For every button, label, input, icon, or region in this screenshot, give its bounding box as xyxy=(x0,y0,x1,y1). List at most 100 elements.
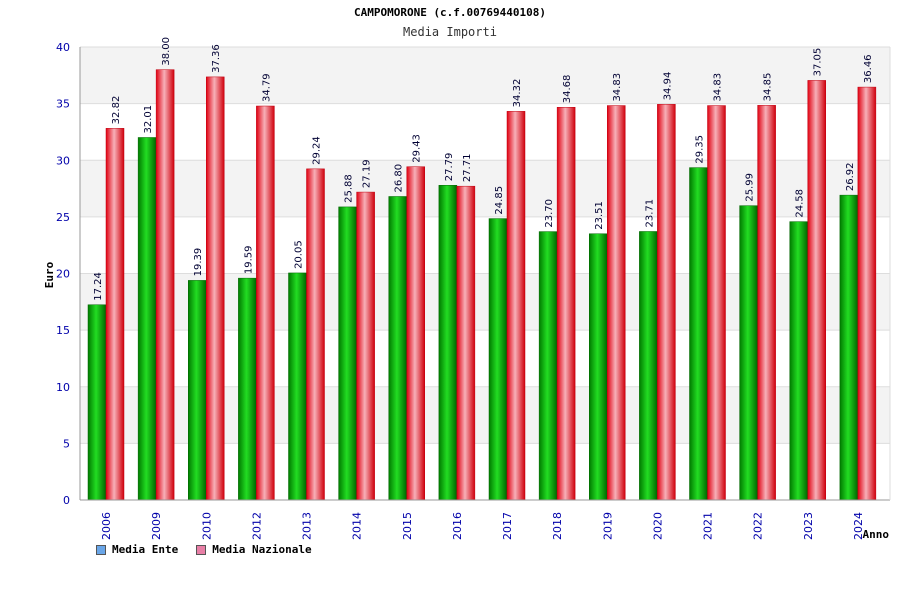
legend-swatch-media-nazionale xyxy=(196,544,207,555)
data-label: 23.70 xyxy=(544,199,555,228)
y-tick-label: 0 xyxy=(63,494,70,507)
bar-media-ente-2017 xyxy=(488,218,508,501)
bar-media-ente-2024 xyxy=(839,194,859,501)
y-tick-label: 40 xyxy=(56,41,70,54)
bar-media-ente-2006 xyxy=(87,304,107,501)
data-label: 34.79 xyxy=(261,73,272,102)
x-tick-label: 2024 xyxy=(852,512,865,540)
data-label: 19.39 xyxy=(193,248,204,277)
x-axis-label: Anno xyxy=(863,528,890,541)
legend-label-media-nazionale: Media Nazionale xyxy=(212,543,312,556)
chart-legend: Media Ente Media Nazionale xyxy=(96,543,312,556)
data-label: 27.79 xyxy=(444,153,455,182)
bar-media-nazionale-2024 xyxy=(857,86,877,501)
data-label: 29.35 xyxy=(695,135,706,164)
bar-media-ente-2012 xyxy=(238,277,257,501)
bar-media-nazionale-2020 xyxy=(657,104,676,501)
x-tick-label: 2015 xyxy=(401,512,414,540)
data-label: 23.51 xyxy=(594,201,605,230)
data-label: 25.99 xyxy=(745,173,756,202)
data-label: 20.05 xyxy=(294,240,305,269)
bar-media-ente-2014 xyxy=(338,206,357,501)
x-tick-label: 2022 xyxy=(752,512,765,540)
x-tick-label: 2014 xyxy=(351,512,364,540)
bar-media-nazionale-2006 xyxy=(105,128,125,501)
data-label: 25.88 xyxy=(344,174,355,203)
bar-media-nazionale-2010 xyxy=(206,76,225,501)
x-tick-label: 2016 xyxy=(451,512,464,540)
bar-media-nazionale-2014 xyxy=(356,191,375,501)
y-tick-label: 10 xyxy=(56,381,70,394)
y-tick-label: 35 xyxy=(56,98,70,111)
data-label: 29.24 xyxy=(312,136,323,165)
bar-media-ente-2023 xyxy=(789,221,808,501)
data-label: 34.94 xyxy=(662,72,673,101)
bar-media-nazionale-2023 xyxy=(807,80,826,501)
x-tick-label: 2021 xyxy=(702,512,715,540)
data-label: 34.32 xyxy=(512,79,523,108)
x-tick-label: 2019 xyxy=(601,512,614,540)
data-label: 24.58 xyxy=(795,189,806,218)
bar-media-nazionale-2016 xyxy=(456,185,476,501)
x-tick-label: 2020 xyxy=(651,512,664,540)
data-label: 26.80 xyxy=(394,164,405,193)
legend-swatch-media-ente xyxy=(96,544,106,555)
data-label: 23.71 xyxy=(644,199,655,228)
data-label: 17.24 xyxy=(93,272,104,301)
x-tick-label: 2010 xyxy=(200,512,213,540)
data-label: 32.82 xyxy=(111,96,122,125)
y-tick-label: 30 xyxy=(56,154,70,167)
bar-media-nazionale-2013 xyxy=(306,168,325,501)
data-label: 27.71 xyxy=(462,154,473,183)
bar-media-nazionale-2021 xyxy=(707,105,726,501)
bar-media-nazionale-2017 xyxy=(506,111,526,501)
bar-media-nazionale-2022 xyxy=(757,105,776,501)
legend-item-media-nazionale: Media Nazionale xyxy=(196,543,312,556)
bar-media-ente-2015 xyxy=(388,196,407,501)
bar-media-ente-2022 xyxy=(739,205,758,501)
bar-media-ente-2018 xyxy=(538,231,558,501)
x-tick-label: 2018 xyxy=(551,512,564,540)
data-label: 19.59 xyxy=(243,246,254,275)
chart-subtitle: Media Importi xyxy=(403,25,497,39)
data-label: 32.01 xyxy=(143,105,154,134)
y-axis-label: Euro xyxy=(43,261,56,288)
bar-media-nazionale-2018 xyxy=(556,106,576,501)
x-tick-label: 2013 xyxy=(301,512,314,540)
bar-media-ente-2020 xyxy=(639,231,658,501)
data-label: 27.19 xyxy=(362,159,373,188)
data-label: 34.83 xyxy=(612,73,623,102)
legend-label-media-ente: Media Ente xyxy=(112,543,179,556)
data-label: 34.85 xyxy=(763,73,774,102)
legend-item-media-ente: Media Ente xyxy=(96,543,178,556)
bar-media-ente-2013 xyxy=(288,272,307,501)
bar-media-ente-2010 xyxy=(188,280,207,501)
data-label: 37.36 xyxy=(211,44,222,73)
x-tick-label: 2017 xyxy=(501,512,514,540)
bar-media-ente-2021 xyxy=(689,167,708,501)
data-label: 38.00 xyxy=(161,37,172,66)
bar-media-nazionale-2019 xyxy=(607,105,626,501)
x-tick-label: 2023 xyxy=(802,512,815,540)
data-label: 34.68 xyxy=(562,75,573,104)
data-label: 29.43 xyxy=(412,134,423,163)
bar-media-ente-2016 xyxy=(438,185,458,501)
x-tick-label: 2012 xyxy=(250,512,263,540)
x-tick-label: 2006 xyxy=(100,512,113,540)
y-tick-label: 5 xyxy=(63,437,70,450)
x-tick-label: 2009 xyxy=(150,512,163,540)
bar-media-nazionale-2012 xyxy=(256,105,275,501)
chart-title: CAMPOMORONE (c.f.00769440108) xyxy=(353,6,547,19)
bar-media-ente-2009 xyxy=(137,137,157,501)
y-tick-label: 20 xyxy=(56,268,70,281)
data-label: 37.05 xyxy=(813,48,824,77)
data-label: 24.85 xyxy=(494,186,505,215)
bar-media-nazionale-2015 xyxy=(406,166,425,501)
data-label: 36.46 xyxy=(863,54,874,83)
data-label: 34.83 xyxy=(713,73,724,102)
y-tick-label: 15 xyxy=(56,324,70,337)
data-label: 26.92 xyxy=(845,162,856,191)
bar-media-nazionale-2009 xyxy=(155,69,175,501)
y-tick-label: 25 xyxy=(56,211,70,224)
